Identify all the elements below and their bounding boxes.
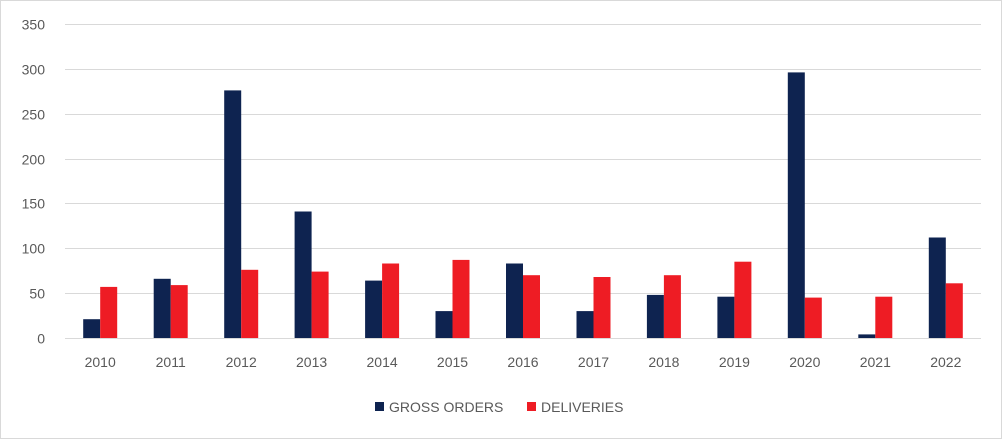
x-tick-label: 2010 [85,354,116,370]
x-tick-label: 2018 [648,354,679,370]
bar-deliveries-2012 [241,269,259,338]
y-tick-label: 350 [22,17,46,33]
legend-label-gross-orders: GROSS ORDERS [389,399,503,415]
bar-gross-orders-2017 [576,311,594,338]
x-tick-label: 2022 [930,354,961,370]
x-tick-label: 2011 [156,354,186,370]
bar-deliveries-2011 [170,285,188,338]
bar-deliveries-2021 [875,296,893,338]
x-tick-label: 2021 [860,354,891,370]
bar-deliveries-2015 [452,259,470,338]
bar-gross-orders-2014 [365,280,383,338]
bar-deliveries-2020 [804,297,822,338]
legend-swatch-deliveries [527,402,536,411]
x-tick-label: 2013 [296,354,327,370]
x-tick-label: 2017 [578,354,609,370]
bar-deliveries-2013 [311,271,329,338]
bar-deliveries-2022 [945,283,963,338]
bar-deliveries-2019 [734,261,752,338]
legend-label-deliveries: DELIVERIES [541,399,623,415]
x-tick-label: 2014 [367,354,398,370]
bar-gross-orders-2018 [646,294,664,338]
y-tick-label: 0 [37,331,45,347]
y-tick-label: 250 [22,107,46,123]
bar-gross-orders-2016 [506,263,523,338]
bar-deliveries-2016 [523,275,540,338]
bar-deliveries-2010 [100,286,118,338]
x-tick-label: 2020 [789,354,820,370]
legend: GROSS ORDERS DELIVERIES [375,399,623,415]
y-axis-tick-labels: 0 50 100 150 200 250 300 350 [22,17,46,347]
bar-gross-orders-2012 [224,90,242,339]
y-tick-label: 200 [22,152,46,168]
bar-gross-orders-2022 [928,237,946,338]
bar-deliveries-2017 [593,277,611,338]
gridlines [65,24,981,339]
bars [83,72,963,339]
bar-gross-orders-2010 [83,319,101,338]
x-axis-tick-labels: 2010 2011 2012 2013 2014 2015 2016 2017 2018 2019… [85,354,962,370]
bar-gross-orders-2021 [858,334,876,338]
y-tick-label: 300 [22,62,46,78]
x-tick-label: 2012 [226,354,257,370]
x-tick-label: 2015 [437,354,468,370]
x-tick-label: 2016 [507,354,538,370]
bar-deliveries-2014 [382,263,400,338]
bar-deliveries-2018 [663,275,681,338]
bar-gross-orders-2015 [435,311,453,338]
y-tick-label: 50 [29,286,45,302]
bar-gross-orders-2013 [294,211,312,338]
x-tick-label: 2019 [719,354,750,370]
y-tick-label: 100 [22,241,46,257]
bar-gross-orders-2019 [717,296,735,338]
bar-gross-orders-2020 [787,72,805,339]
bar-gross-orders-2011 [153,278,171,338]
y-tick-label: 150 [22,196,46,212]
legend-swatch-gross-orders [375,402,384,411]
